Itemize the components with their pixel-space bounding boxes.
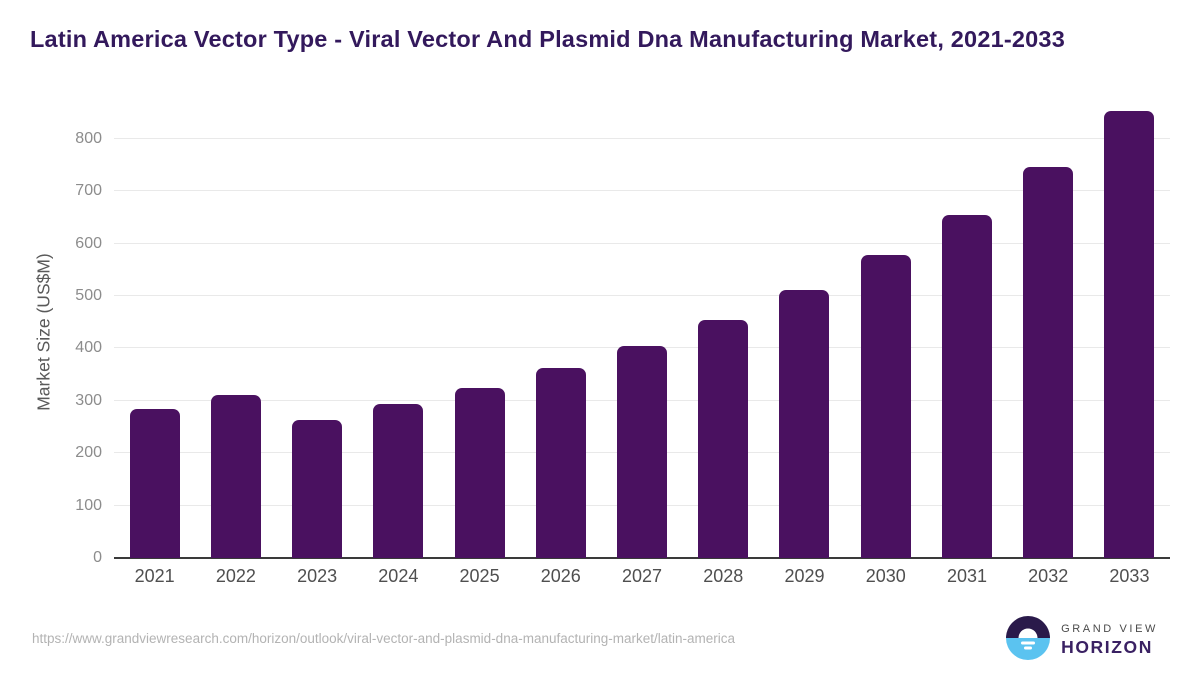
x-tick-label-2027: 2027 xyxy=(622,566,663,586)
logo-text-horizon: HORIZON xyxy=(1061,637,1153,657)
bar-slot-2024 xyxy=(358,110,439,558)
bar-2025 xyxy=(454,387,505,558)
bar-slot-2027 xyxy=(601,110,682,558)
x-tick-label-2025: 2025 xyxy=(459,566,500,586)
x-tick-label-2022: 2022 xyxy=(215,566,256,586)
bar-2023 xyxy=(292,419,343,558)
bar-slot-2030 xyxy=(845,110,926,558)
bar-2032 xyxy=(1023,167,1074,558)
bar-2027 xyxy=(617,346,668,558)
y-tick-label-500: 500 xyxy=(75,287,102,305)
y-tick-label-100: 100 xyxy=(75,496,102,514)
x-tick-label-2021: 2021 xyxy=(134,566,175,586)
bar-2029 xyxy=(779,290,830,558)
bar-slot-2028 xyxy=(683,110,764,558)
x-axis-line xyxy=(114,557,1170,559)
plot-area xyxy=(114,110,1170,559)
x-tick-label-2023: 2023 xyxy=(297,566,338,586)
bar-slot-2032 xyxy=(1008,110,1089,558)
grandview-horizon-sunset-icon xyxy=(1005,615,1051,666)
x-tick-label-2024: 2024 xyxy=(378,566,419,586)
x-tick-label-2032: 2032 xyxy=(1028,566,1069,586)
y-tick-label-600: 600 xyxy=(75,234,102,252)
x-tick-label-2028: 2028 xyxy=(703,566,744,586)
x-tick-label-2026: 2026 xyxy=(540,566,581,586)
bar-slot-2022 xyxy=(195,110,276,558)
bar-slot-2025 xyxy=(439,110,520,558)
x-tick-label-2029: 2029 xyxy=(784,566,825,586)
y-axis-ticks: 0 100 200 300 400 500 600 700 800 xyxy=(40,110,102,566)
y-tick-label-0: 0 xyxy=(93,549,102,566)
y-tick-label-400: 400 xyxy=(75,339,102,357)
x-axis-labels: 2021 2022 2023 2024 2025 2026 2027 2028 2029 2030… xyxy=(114,566,1170,587)
bar-2024 xyxy=(373,403,424,558)
gridline-800 xyxy=(114,137,1170,139)
bar-slot-2033 xyxy=(1089,110,1170,558)
y-tick-label-700: 700 xyxy=(75,182,102,200)
x-tick-label-2031: 2031 xyxy=(946,566,987,586)
bar-2022 xyxy=(210,394,261,558)
bar-slot-2031 xyxy=(926,110,1007,558)
x-tick-label-2033: 2033 xyxy=(1109,566,1150,586)
grandview-horizon-logo: GRAND VIEW HORIZON xyxy=(1005,615,1158,666)
y-tick-label-800: 800 xyxy=(75,129,102,147)
gridline-600 xyxy=(114,242,1170,244)
bar-2031 xyxy=(941,214,992,558)
bar-2033 xyxy=(1104,110,1155,558)
logo-text-grand-view: GRAND VIEW xyxy=(1061,623,1158,635)
y-tick-label-200: 200 xyxy=(75,444,102,462)
bar-2026 xyxy=(535,367,586,558)
bar-slot-2021 xyxy=(114,110,195,558)
bar-slot-2029 xyxy=(764,110,845,558)
chart-title: Latin America Vector Type - Viral Vector… xyxy=(30,26,1065,52)
source-url: https://www.grandviewresearch.com/horizo… xyxy=(32,631,736,646)
bar-slot-2023 xyxy=(276,110,357,558)
x-tick-label-2030: 2030 xyxy=(865,566,906,586)
y-tick-label-300: 300 xyxy=(75,391,102,409)
bar-2030 xyxy=(860,255,911,558)
bar-2021 xyxy=(129,408,180,558)
bars-row xyxy=(114,110,1170,558)
bar-slot-2026 xyxy=(520,110,601,558)
bar-2028 xyxy=(698,319,749,558)
gridline-500 xyxy=(114,295,1170,297)
gridline-700 xyxy=(114,190,1170,192)
